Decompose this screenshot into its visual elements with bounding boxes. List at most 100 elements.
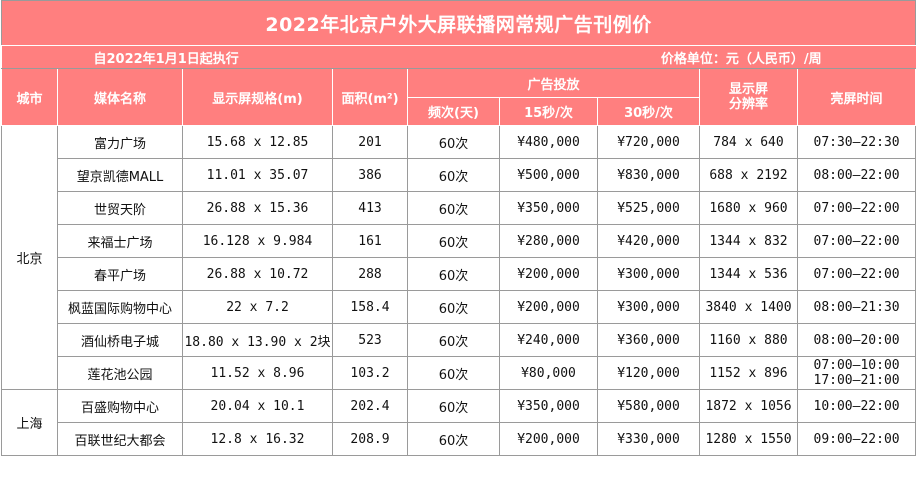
screen-hours: 08:00—20:00 [796, 323, 916, 357]
header-resolution: 显示屏 分辨率 [699, 68, 798, 126]
frequency: 60次 [407, 158, 500, 192]
screen-hours: 07:30—22:30 [796, 125, 916, 159]
city-cell-shanghai: 上海 [1, 389, 58, 456]
header-price-30s: 30秒/次 [597, 97, 700, 126]
media-name: 酒仙桥电子城 [57, 323, 183, 357]
price-15s: ¥80,000 [499, 356, 598, 390]
media-name: 春平广场 [57, 257, 183, 291]
header-city: 城市 [1, 68, 58, 126]
price-15s: ¥500,000 [499, 158, 598, 192]
media-name: 望京凯德MALL [57, 158, 183, 192]
media-name: 百联世纪大都会 [57, 422, 183, 456]
price-15s: ¥480,000 [499, 125, 598, 159]
screen-hours: 07:00—22:00 [796, 257, 916, 291]
frequency: 60次 [407, 125, 500, 159]
resolution: 688 x 2192 [699, 158, 798, 192]
price-30s: ¥420,000 [597, 224, 700, 258]
media-name: 世贸天阶 [57, 191, 183, 225]
screen-hours: 07:00—22:00 [796, 224, 916, 258]
price-30s: ¥120,000 [597, 356, 700, 390]
area: 413 [332, 191, 408, 225]
area: 208.9 [332, 422, 408, 456]
screen-hours: 10:00—22:00 [796, 389, 916, 423]
table-row: 百联世纪大都会 12.8 x 16.32 208.9 60次 ¥200,000 … [2, 422, 916, 456]
area: 161 [332, 224, 408, 258]
header-screen-size: 显示屏规格(m) [182, 68, 333, 126]
price-30s: ¥830,000 [597, 158, 700, 192]
screen-hours: 08:00—21:30 [796, 290, 916, 324]
table-row: 春平广场 26.88 x 10.72 288 60次 ¥200,000 ¥300… [2, 257, 916, 291]
screen-size: 16.128 x 9.984 [182, 224, 333, 258]
price-30s: ¥330,000 [597, 422, 700, 456]
price-30s: ¥360,000 [597, 323, 700, 357]
table-row: 上海 百盛购物中心 20.04 x 10.1 202.4 60次 ¥350,00… [1, 389, 916, 456]
area: 158.4 [332, 290, 408, 324]
resolution: 1280 x 1550 [699, 422, 798, 456]
price-15s: ¥200,000 [499, 422, 598, 456]
area: 103.2 [332, 356, 408, 390]
price-30s: ¥720,000 [597, 125, 700, 159]
effective-date: 自2022年1月1日起执行 [1, 45, 500, 69]
price-30s: ¥525,000 [597, 191, 700, 225]
resolution: 1872 x 1056 [699, 389, 798, 423]
screen-size: 20.04 x 10.1 [182, 389, 333, 423]
header-ad-placement: 广告投放 [407, 68, 700, 98]
price-15s: ¥240,000 [499, 323, 598, 357]
resolution: 784 x 640 [699, 125, 798, 159]
screen-size: 15.68 x 12.85 [182, 125, 333, 159]
header-media-name: 媒体名称 [57, 68, 183, 126]
resolution: 3840 x 1400 [699, 290, 798, 324]
resolution: 1344 x 832 [699, 224, 798, 258]
screen-hours-line: 17:00—21:00 [813, 373, 900, 388]
page-title: 2022年北京户外大屏联播网常规广告刊例价 [0, 0, 916, 46]
screen-size: 26.88 x 10.72 [182, 257, 333, 291]
resolution: 1152 x 896 [699, 356, 798, 390]
table-row: 莲花池公园 11.52 x 8.96 103.2 60次 ¥80,000 ¥12… [2, 356, 916, 390]
media-name: 百盛购物中心 [57, 389, 183, 423]
header-resolution-line2: 分辨率 [728, 97, 768, 112]
area: 288 [332, 257, 408, 291]
screen-hours: 08:00—22:00 [796, 158, 916, 192]
resolution: 1160 x 880 [699, 323, 798, 357]
price-30s: ¥300,000 [597, 257, 700, 291]
table-row: 望京凯德MALL 11.01 x 35.07 386 60次 ¥500,000 … [2, 158, 916, 192]
screen-hours-line: 07:00—10:00 [813, 358, 900, 373]
frequency: 60次 [407, 257, 500, 291]
price-15s: ¥350,000 [499, 191, 598, 225]
frequency: 60次 [407, 290, 500, 324]
screen-size: 11.01 x 35.07 [182, 158, 333, 192]
header-area: 面积(m²) [332, 68, 408, 126]
table-row: 酒仙桥电子城 18.80 x 13.90 x 2块 523 60次 ¥240,0… [2, 323, 916, 357]
price-15s: ¥280,000 [499, 224, 598, 258]
rate-card-table: 2022年北京户外大屏联播网常规广告刊例价 自2022年1月1日起执行 价格单位… [0, 0, 916, 456]
media-name: 枫蓝国际购物中心 [57, 290, 183, 324]
area: 523 [332, 323, 408, 357]
screen-hours: 09:00—22:00 [796, 422, 916, 456]
media-name: 富力广场 [57, 125, 183, 159]
price-30s: ¥580,000 [597, 389, 700, 423]
price-15s: ¥200,000 [499, 290, 598, 324]
table-row: 北京 富力广场 15.68 x 12.85 201 60次 ¥480,000 ¥… [1, 125, 916, 390]
table-row: 来福士广场 16.128 x 9.984 161 60次 ¥280,000 ¥4… [2, 224, 916, 258]
screen-size: 18.80 x 13.90 x 2块 [182, 323, 333, 357]
price-15s: ¥350,000 [499, 389, 598, 423]
frequency: 60次 [407, 422, 500, 456]
screen-size: 26.88 x 15.36 [182, 191, 333, 225]
price-unit: 价格单位：元（人民币）/周 [499, 45, 916, 69]
screen-size: 22 x 7.2 [182, 290, 333, 324]
header-screen-hours: 亮屏时间 [796, 68, 916, 126]
screen-size: 12.8 x 16.32 [182, 422, 333, 456]
area: 386 [332, 158, 408, 192]
frequency: 60次 [407, 389, 500, 423]
header-frequency: 频次(天) [407, 97, 500, 126]
area: 201 [332, 125, 408, 159]
screen-hours: 07:00—22:00 [796, 191, 916, 225]
price-30s: ¥300,000 [597, 290, 700, 324]
header-price-15s: 15秒/次 [499, 97, 598, 126]
media-name: 莲花池公园 [57, 356, 183, 390]
screen-hours: 07:00—10:00 17:00—21:00 [796, 356, 916, 390]
frequency: 60次 [407, 356, 500, 390]
table-row: 枫蓝国际购物中心 22 x 7.2 158.4 60次 ¥200,000 ¥30… [2, 290, 916, 324]
resolution: 1344 x 536 [699, 257, 798, 291]
